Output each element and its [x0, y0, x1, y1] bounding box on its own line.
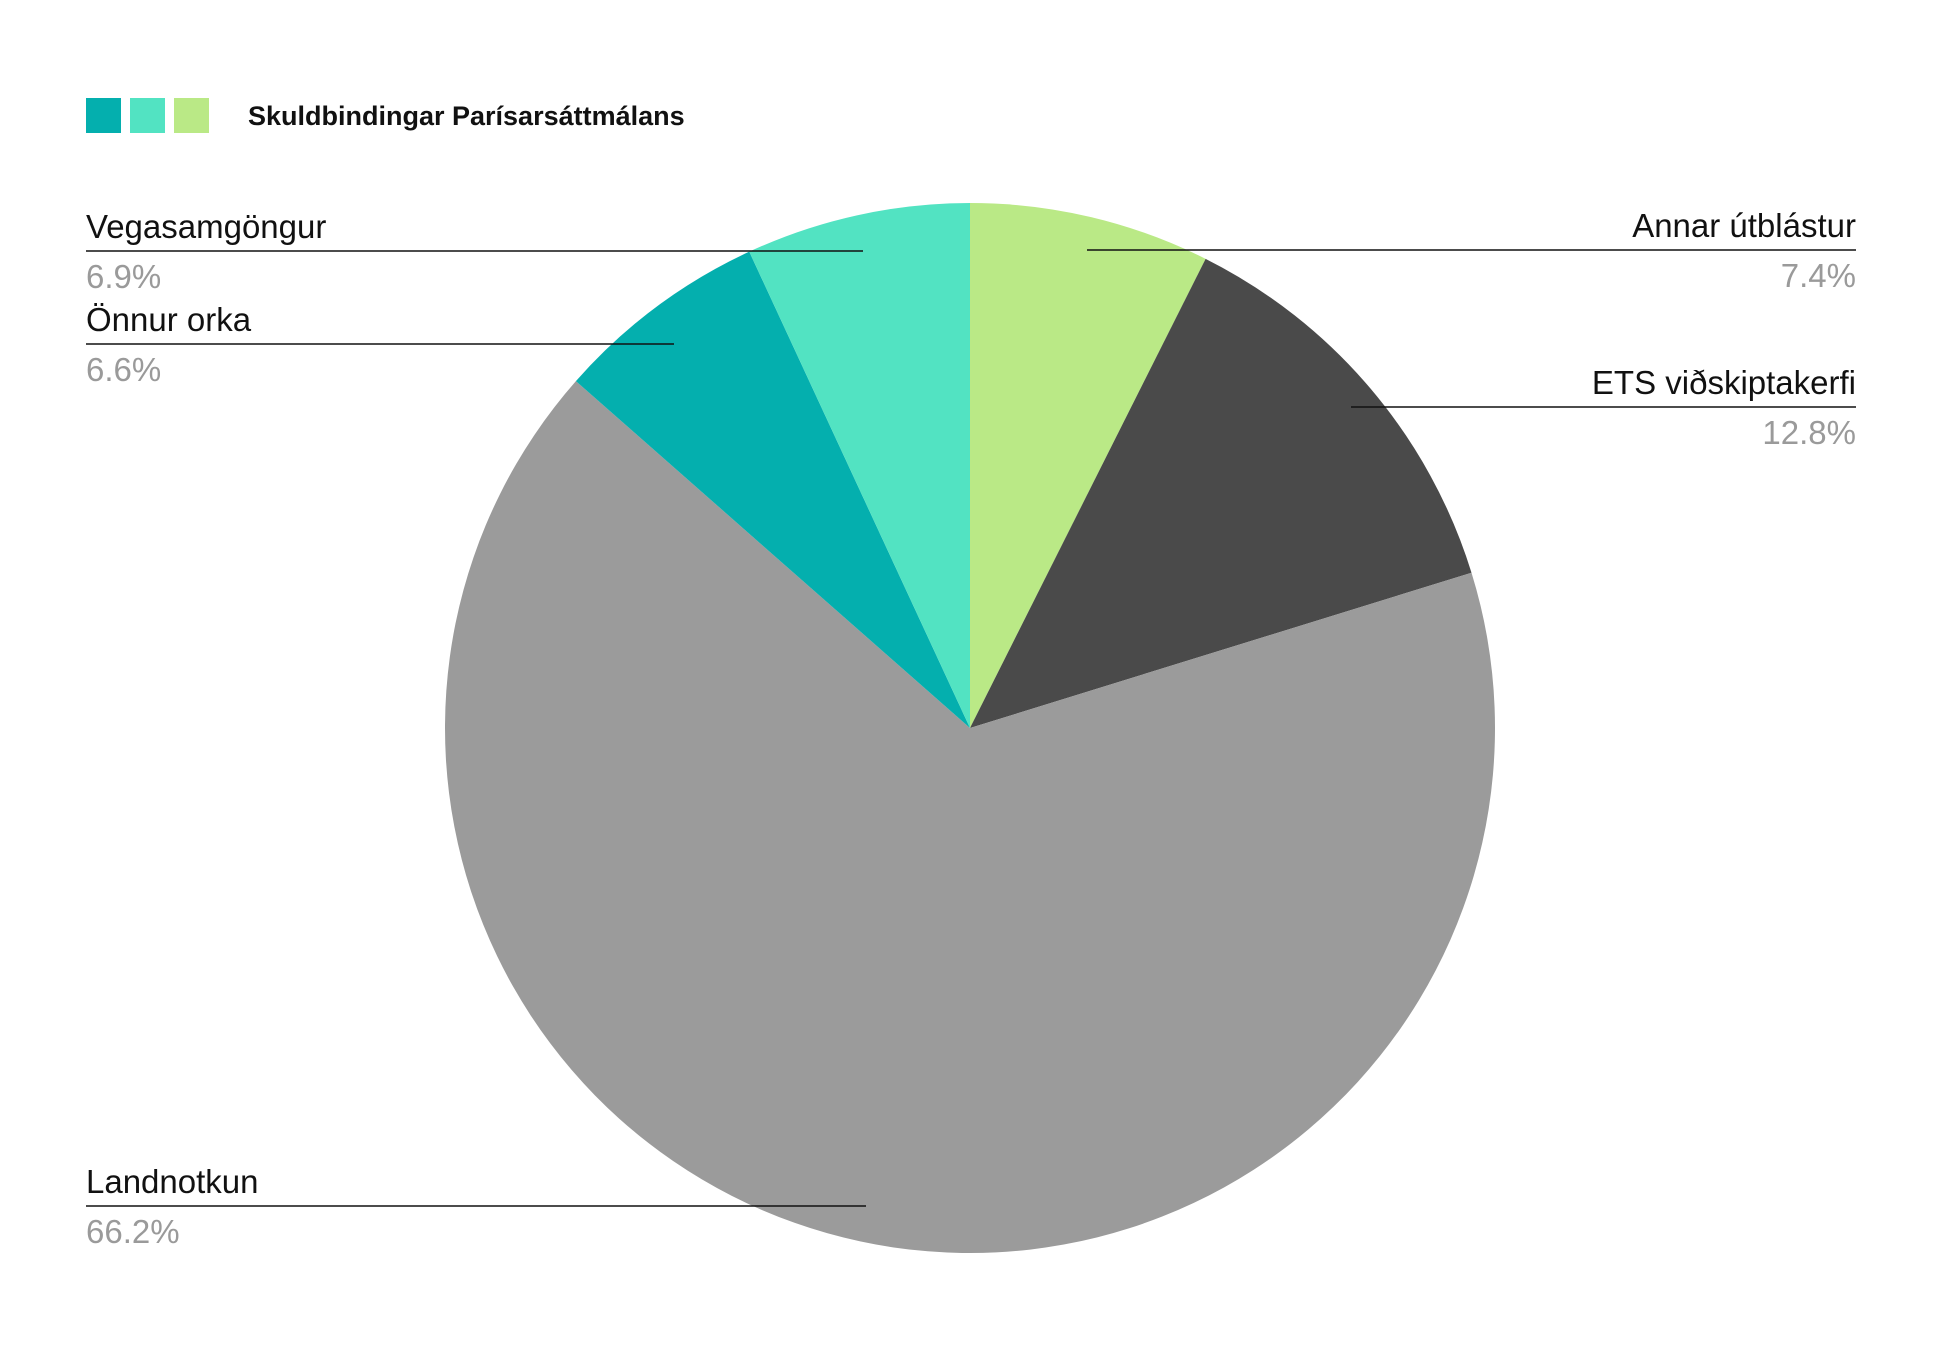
slice-value-1: 7.4% [1781, 257, 1856, 294]
legend-swatch-1 [86, 98, 121, 133]
slice-label-2: ETS viðskiptakerfi [1592, 364, 1856, 401]
slice-value-5: 6.9% [86, 258, 161, 295]
slice-value-2: 12.8% [1762, 414, 1856, 451]
slice-label-3: Landnotkun [86, 1163, 259, 1200]
legend-swatch-2 [130, 98, 165, 133]
pie-slice-1 [970, 203, 1206, 728]
slice-label-1: Annar útblástur [1632, 207, 1856, 244]
pie-slice-4 [575, 251, 970, 729]
legend-swatch-3 [174, 98, 209, 133]
pie-slice-5 [749, 203, 970, 728]
pie-slice-2 [970, 258, 1472, 728]
slice-value-3: 66.2% [86, 1213, 180, 1250]
legend-title: Skuldbindingar Parísarsáttmálans [248, 101, 685, 131]
slice-label-4: Önnur orka [86, 301, 252, 338]
pie-slice-3 [445, 381, 1496, 1254]
slice-label-5: Vegasamgöngur [86, 208, 326, 245]
pie-slices [445, 203, 1496, 1254]
slice-labels: Annar útblástur 7.4% ETS viðskiptakerfi 12.… [86, 207, 1856, 1250]
slice-value-4: 6.6% [86, 351, 161, 388]
